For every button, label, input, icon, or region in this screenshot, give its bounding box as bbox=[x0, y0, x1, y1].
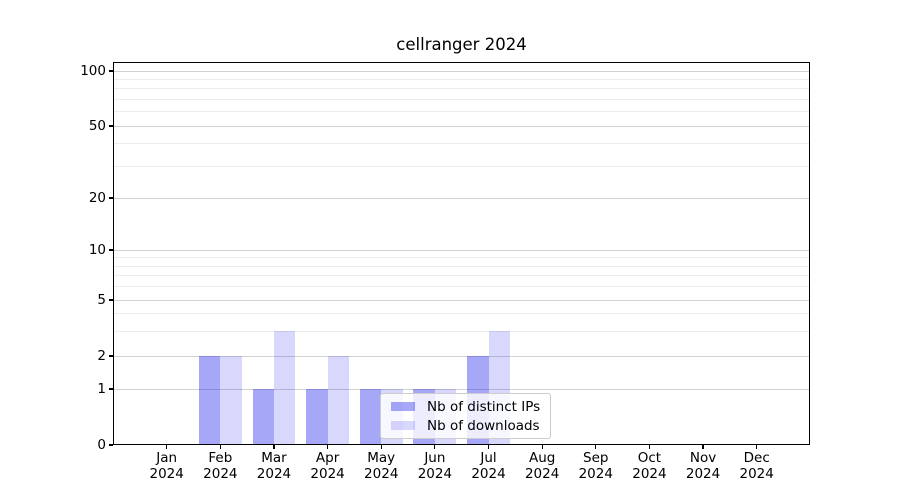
y-tick-label: 20 bbox=[88, 190, 106, 206]
x-tick-mark bbox=[219, 445, 221, 449]
x-tick-label: Jun 2024 bbox=[417, 450, 453, 482]
legend-label-distinct-ips: Nb of distinct IPs bbox=[427, 398, 541, 415]
x-tick-label: Sep 2024 bbox=[578, 450, 613, 482]
legend-swatch-downloads-icon bbox=[391, 421, 415, 430]
major-gridline bbox=[114, 70, 809, 72]
x-tick-label: Aug 2024 bbox=[524, 450, 560, 482]
y-tick-mark bbox=[109, 444, 113, 446]
x-tick-mark bbox=[595, 445, 597, 449]
x-tick-label: Nov 2024 bbox=[685, 450, 721, 482]
x-tick-mark bbox=[756, 445, 758, 449]
minor-gridline bbox=[114, 330, 809, 332]
x-tick-label: Jul 2024 bbox=[471, 450, 506, 482]
bar-downloads-feb bbox=[220, 356, 242, 445]
x-tick-mark bbox=[434, 445, 436, 449]
legend-row-downloads: Nb of downloads bbox=[389, 418, 542, 434]
chart-title: cellranger 2024 bbox=[396, 35, 527, 54]
x-tick-label: Dec 2024 bbox=[739, 450, 774, 482]
minor-gridline bbox=[114, 78, 809, 80]
legend-swatch-distinct-ips-icon bbox=[391, 402, 415, 411]
bar-downloads-mar bbox=[273, 331, 296, 445]
y-tick-mark bbox=[109, 125, 113, 127]
minor-gridline bbox=[114, 88, 809, 90]
x-tick-mark bbox=[487, 445, 490, 449]
major-gridline bbox=[114, 299, 809, 301]
x-tick-mark bbox=[702, 445, 704, 449]
bar-ip-apr bbox=[306, 389, 328, 445]
x-tick-mark bbox=[273, 445, 275, 449]
major-gridline bbox=[114, 125, 809, 127]
major-gridline bbox=[114, 355, 809, 357]
x-tick-label: Mar 2024 bbox=[256, 450, 292, 482]
major-gridline bbox=[114, 197, 809, 199]
y-tick-mark bbox=[109, 70, 113, 72]
minor-gridline bbox=[114, 286, 809, 288]
minor-gridline bbox=[114, 111, 809, 113]
x-tick-label: Jan 2024 bbox=[149, 450, 184, 482]
bar-downloads-apr bbox=[327, 356, 349, 445]
x-tick-label: Feb 2024 bbox=[203, 450, 238, 482]
legend-label-downloads: Nb of downloads bbox=[427, 417, 540, 434]
y-tick-label: 10 bbox=[88, 242, 106, 258]
minor-gridline bbox=[114, 143, 809, 145]
x-tick-mark bbox=[166, 445, 168, 449]
y-tick-mark bbox=[109, 299, 113, 301]
y-tick-label: 2 bbox=[97, 348, 106, 364]
minor-gridline bbox=[114, 275, 809, 277]
x-tick-mark bbox=[541, 445, 543, 449]
major-gridline bbox=[114, 249, 809, 251]
y-tick-mark bbox=[109, 355, 113, 357]
bar-ip-may bbox=[359, 389, 382, 445]
bar-ip-feb bbox=[198, 356, 221, 445]
legend-row-distinct-ips: Nb of distinct IPs bbox=[389, 399, 542, 415]
x-tick-mark bbox=[327, 445, 329, 449]
y-tick-mark bbox=[109, 197, 113, 199]
y-tick-mark bbox=[109, 388, 113, 390]
y-tick-label: 0 bbox=[97, 437, 106, 453]
y-tick-label: 5 bbox=[97, 292, 106, 308]
minor-gridline bbox=[114, 98, 809, 100]
y-tick-label: 100 bbox=[80, 63, 106, 79]
minor-gridline bbox=[114, 265, 809, 267]
y-tick-label: 50 bbox=[88, 118, 106, 134]
x-tick-mark bbox=[648, 445, 650, 449]
y-tick-mark bbox=[109, 249, 113, 251]
x-tick-mark bbox=[380, 445, 382, 449]
bar-ip-mar bbox=[252, 389, 274, 445]
y-tick-label: 1 bbox=[97, 381, 106, 397]
x-tick-label: May 2024 bbox=[364, 450, 399, 482]
x-tick-label: Apr 2024 bbox=[310, 450, 345, 482]
major-gridline bbox=[114, 388, 809, 390]
x-tick-label: Oct 2024 bbox=[632, 450, 667, 482]
minor-gridline bbox=[114, 165, 809, 167]
legend: Nb of distinct IPs Nb of downloads bbox=[380, 393, 551, 439]
minor-gridline bbox=[114, 313, 809, 315]
minor-gridline bbox=[114, 257, 809, 259]
